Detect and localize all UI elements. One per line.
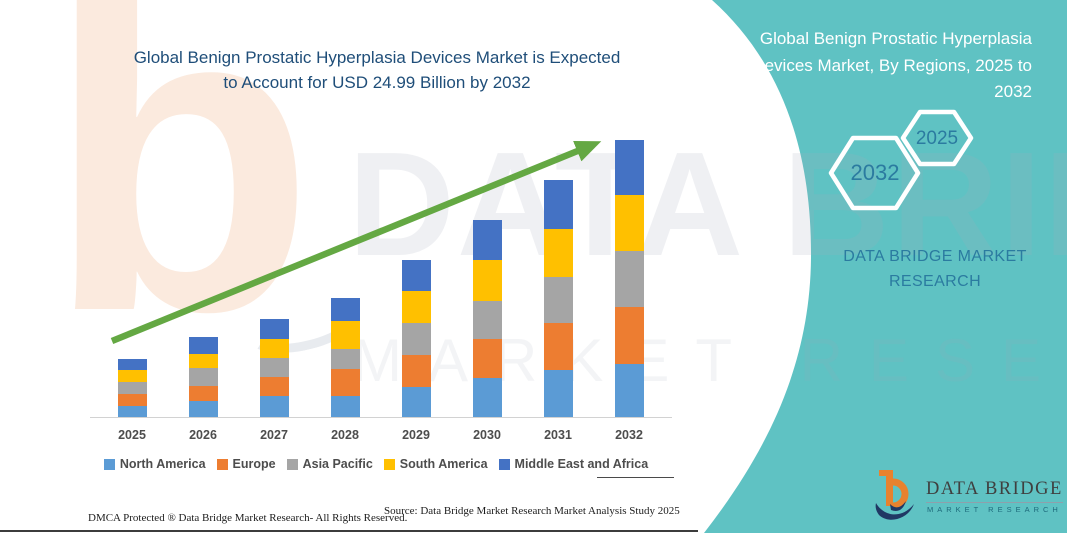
bar-2025-segment-north-america <box>117 405 147 417</box>
bar-2031 <box>543 180 573 417</box>
x-axis-label-2027: 2027 <box>260 428 288 442</box>
legend-swatch-icon <box>383 458 395 470</box>
bar-2026-segment-north-america <box>188 401 218 417</box>
bar-2032-segment-europe <box>614 307 644 364</box>
bar-2029-segment-middle-east-and-africa <box>401 260 431 291</box>
bar-2026-segment-middle-east-and-africa <box>188 337 218 354</box>
bar-2027-segment-europe <box>259 377 289 397</box>
x-axis-label-2028: 2028 <box>331 428 359 442</box>
bar-2026-segment-asia-pacific <box>188 368 218 386</box>
bar-2030-segment-middle-east-and-africa <box>472 220 502 261</box>
legend: North America Europe Asia Pacific South Ame… <box>72 457 680 471</box>
chart-title-line1: Global Benign Prostatic Hyperplasia Devi… <box>133 48 621 67</box>
bar-2026-segment-south-america <box>188 353 218 369</box>
legend-label: Europe <box>232 457 276 471</box>
bar-2031-segment-north-america <box>543 370 573 417</box>
bar-2031-segment-asia-pacific <box>543 276 573 323</box>
bar-2031-segment-middle-east-and-africa <box>543 180 573 229</box>
x-axis-label-2026: 2026 <box>189 428 217 442</box>
bar-2028-segment-south-america <box>330 321 360 349</box>
legend-item-middle-east-and-africa: Middle East and Africa <box>498 457 649 471</box>
legend-label: Middle East and Africa <box>514 457 649 471</box>
x-axis-label-2032: 2032 <box>615 428 643 442</box>
legend-item-asia-pacific: Asia Pacific <box>286 457 373 471</box>
legend-swatch-icon <box>103 458 115 470</box>
x-axis-label-2029: 2029 <box>402 428 430 442</box>
bar-2030-segment-north-america <box>472 377 502 417</box>
bar-2025-segment-middle-east-and-africa <box>117 358 147 370</box>
bar-2029-segment-south-america <box>401 291 431 323</box>
bar-2030-segment-europe <box>472 339 502 378</box>
bar-2027 <box>259 318 289 417</box>
bar-2032-segment-south-america <box>614 195 644 252</box>
bar-2031-segment-south-america <box>543 228 573 277</box>
legend-item-north-america: North America <box>103 457 206 471</box>
bar-2030 <box>472 220 502 417</box>
bar-2030-segment-south-america <box>472 260 502 301</box>
bar-2025-segment-south-america <box>117 369 147 383</box>
bar-2032-segment-north-america <box>614 363 644 417</box>
bar-2031-segment-europe <box>543 322 573 371</box>
chart-title: Global Benign Prostatic Hyperplasia Devi… <box>72 46 682 95</box>
bar-2029-segment-north-america <box>401 387 431 417</box>
bar-2027-segment-middle-east-and-africa <box>259 318 289 339</box>
bar-2028-segment-europe <box>330 369 360 396</box>
chart-title-line2: to Account for USD 24.99 Billion by 2032 <box>223 72 531 92</box>
x-axis-label-2031: 2031 <box>544 428 572 442</box>
legend-swatch-icon <box>216 458 228 470</box>
legend-swatch-icon <box>498 458 510 470</box>
x-axis-line <box>90 417 672 418</box>
legend-label: North America <box>119 457 206 471</box>
bar-2028 <box>330 298 360 417</box>
bar-2027-segment-asia-pacific <box>259 357 289 378</box>
bar-2032-segment-middle-east-and-africa <box>614 140 644 196</box>
bar-2025 <box>117 358 147 417</box>
bar-2026 <box>188 337 218 417</box>
bar-2029-segment-europe <box>401 355 431 387</box>
bar-2032 <box>614 140 644 417</box>
bar-2026-segment-europe <box>188 385 218 402</box>
x-axis-label-2030: 2030 <box>473 428 501 442</box>
bar-2027-segment-south-america <box>259 338 289 358</box>
legend-label: South America <box>399 457 488 471</box>
bar-2032-segment-asia-pacific <box>614 251 644 308</box>
bar-2027-segment-north-america <box>259 396 289 417</box>
x-axis-label-2025: 2025 <box>118 428 146 442</box>
bar-2025-segment-europe <box>117 393 147 406</box>
legend-swatch-icon <box>286 458 298 470</box>
bar-2025-segment-asia-pacific <box>117 382 147 394</box>
legend-item-europe: Europe <box>216 457 276 471</box>
bar-2029 <box>401 260 431 417</box>
bar-2028-segment-middle-east-and-africa <box>330 298 360 322</box>
bar-2028-segment-asia-pacific <box>330 348 360 370</box>
bar-2029-segment-asia-pacific <box>401 323 431 355</box>
bar-2028-segment-north-america <box>330 395 360 417</box>
legend-item-south-america: South America <box>383 457 488 471</box>
bar-2030-segment-asia-pacific <box>472 300 502 340</box>
legend-label: Asia Pacific <box>302 457 373 471</box>
